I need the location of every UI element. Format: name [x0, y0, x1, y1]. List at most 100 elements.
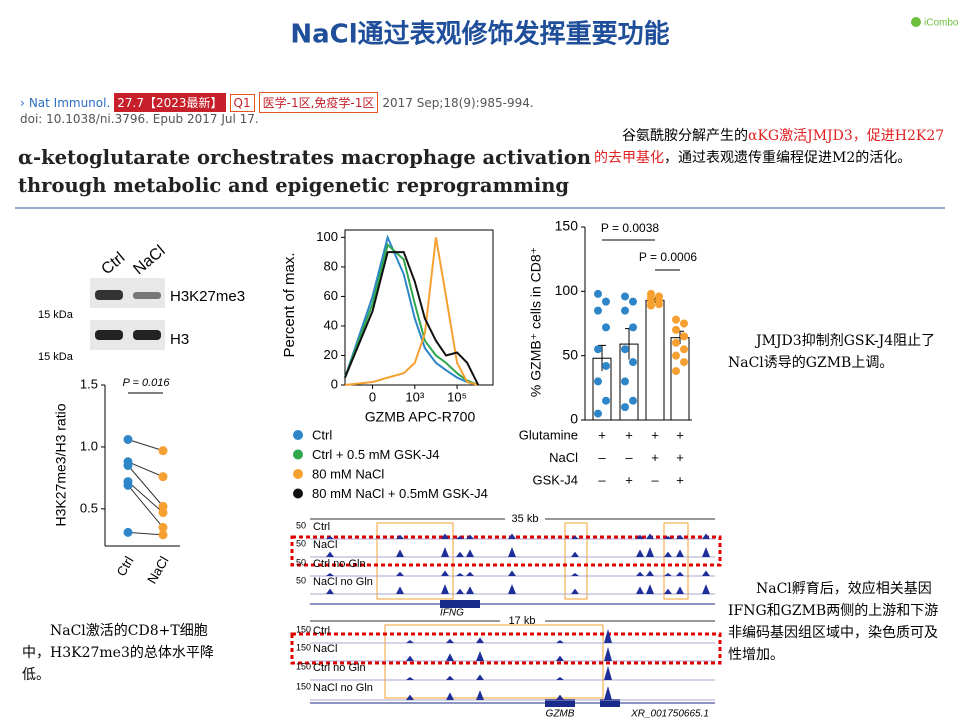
condition-sign: + — [625, 427, 633, 442]
point — [621, 377, 629, 386]
track-label: NaCl — [313, 643, 337, 655]
note-highlight: αKG激活JMJD3，促进H2K27的去甲基化 — [594, 128, 945, 166]
y-tick-label: 1.5 — [80, 376, 98, 391]
condition-sign: + — [625, 472, 633, 487]
condition-sign: + — [676, 450, 684, 465]
journal[interactable]: Nat Immunol. — [28, 95, 111, 110]
paper-title-line: through metabolic and epigenetic reprogr… — [18, 174, 570, 197]
track-scale: 50 — [296, 538, 306, 548]
coverage — [310, 666, 715, 680]
error-bar — [598, 344, 606, 372]
x-tick-label: Ctrl — [113, 554, 136, 579]
condition-sign: – — [625, 450, 633, 465]
track-label: Ctrl — [313, 625, 330, 637]
legend-label: 80 mM NaCl — [312, 466, 384, 481]
region-box — [376, 522, 454, 600]
point — [123, 480, 133, 490]
point — [680, 345, 688, 354]
series-line — [344, 234, 479, 386]
note: NaCl孵育后，效应相关基因IFNG和GZMB两侧的上游和下游非编码基因组区域中… — [728, 581, 939, 663]
scale-bar: 17 kb — [509, 615, 536, 627]
point — [672, 338, 680, 347]
point — [594, 377, 602, 386]
condition-sign: – — [598, 472, 606, 487]
y-tick-label: 80 — [324, 258, 338, 273]
point — [680, 358, 688, 367]
legend-marker — [293, 449, 303, 460]
category-badge: 医学-1区,免疫学-1区 — [258, 92, 379, 113]
y-tick-label: 20 — [324, 347, 338, 362]
point — [123, 527, 133, 537]
region-box — [564, 522, 588, 600]
annotation: P = 0.016 — [123, 377, 171, 389]
point — [621, 292, 629, 301]
y-tick-label: 100 — [555, 282, 579, 298]
paper-title-line: α-ketoglutarate orchestrates macrophage … — [18, 146, 592, 169]
legend-marker — [293, 430, 303, 440]
y-tick-label: 0.5 — [80, 500, 98, 515]
quartile-badge: Q1 — [229, 93, 255, 112]
logo: iCombo — [924, 18, 959, 29]
point — [672, 315, 680, 324]
legend-label: Ctrl — [312, 427, 332, 442]
point — [158, 508, 168, 518]
point — [602, 323, 610, 332]
condition-label: Glutamine — [519, 427, 578, 442]
x-tick-label: 10³ — [405, 389, 424, 404]
note: NaCl激活的CD8+T细胞中，H3K27me3的总体水平降低。 — [22, 623, 214, 683]
coverage — [310, 584, 715, 594]
slide-title: NaCl通过表观修饰发挥重要功能 — [290, 19, 669, 50]
condition-label: NaCl — [549, 450, 578, 465]
track-scale: 50 — [296, 575, 306, 585]
annotation: P = 0.0038 — [601, 221, 659, 235]
legend-label: 80 mM NaCl + 0.5mM GSK-J4 — [312, 486, 488, 501]
track-label: Ctrl no Gln — [313, 558, 366, 570]
point — [629, 358, 637, 367]
track-scale: 150 — [296, 642, 311, 652]
point — [672, 351, 680, 360]
exon — [545, 699, 575, 707]
point — [602, 361, 610, 370]
band-label: H3 — [170, 331, 189, 348]
pair-line — [127, 461, 164, 478]
point — [158, 530, 168, 540]
coverage — [310, 629, 715, 643]
y-tick-label: 50 — [562, 346, 578, 362]
scale-bar: 35 kb — [512, 513, 539, 525]
point — [123, 434, 133, 444]
point — [158, 446, 168, 456]
band — [95, 290, 123, 300]
track-label: NaCl no Gln — [313, 682, 373, 694]
point — [655, 300, 663, 309]
note: JMJD3抑制剂GSK-J4阻止了NaCl诱导的GZMB上调。 — [728, 333, 936, 371]
y-tick-label: 100 — [316, 229, 338, 244]
track-scale: 150 — [296, 681, 311, 691]
x-tick-label: 10⁵ — [447, 389, 467, 404]
track-label: NaCl no Gln — [313, 576, 373, 588]
marker: 15 kDa — [38, 309, 74, 321]
series-line — [344, 242, 479, 386]
pair-line — [127, 439, 164, 452]
point — [594, 289, 602, 298]
condition-sign: + — [651, 450, 659, 465]
y-tick-label: 0 — [331, 376, 338, 391]
point — [594, 345, 602, 354]
chevron: › — [20, 95, 25, 110]
plot-frame — [344, 229, 494, 386]
pair-line — [127, 465, 164, 507]
x-tick-label: NaCl — [144, 554, 171, 587]
point — [621, 345, 629, 354]
annotation: P = 0.0006 — [639, 250, 697, 264]
track-scale: 50 — [296, 520, 306, 530]
y-tick-label: 40 — [324, 317, 338, 332]
pair-line — [127, 484, 164, 528]
coverage — [310, 686, 715, 700]
condition-sign: – — [598, 450, 606, 465]
point — [621, 403, 629, 412]
coverage — [310, 570, 715, 576]
point — [672, 367, 680, 376]
logo-icon — [911, 17, 921, 27]
condition-sign: + — [598, 427, 606, 442]
track-scale: 50 — [296, 557, 306, 567]
marker: 15 kDa — [38, 351, 74, 363]
